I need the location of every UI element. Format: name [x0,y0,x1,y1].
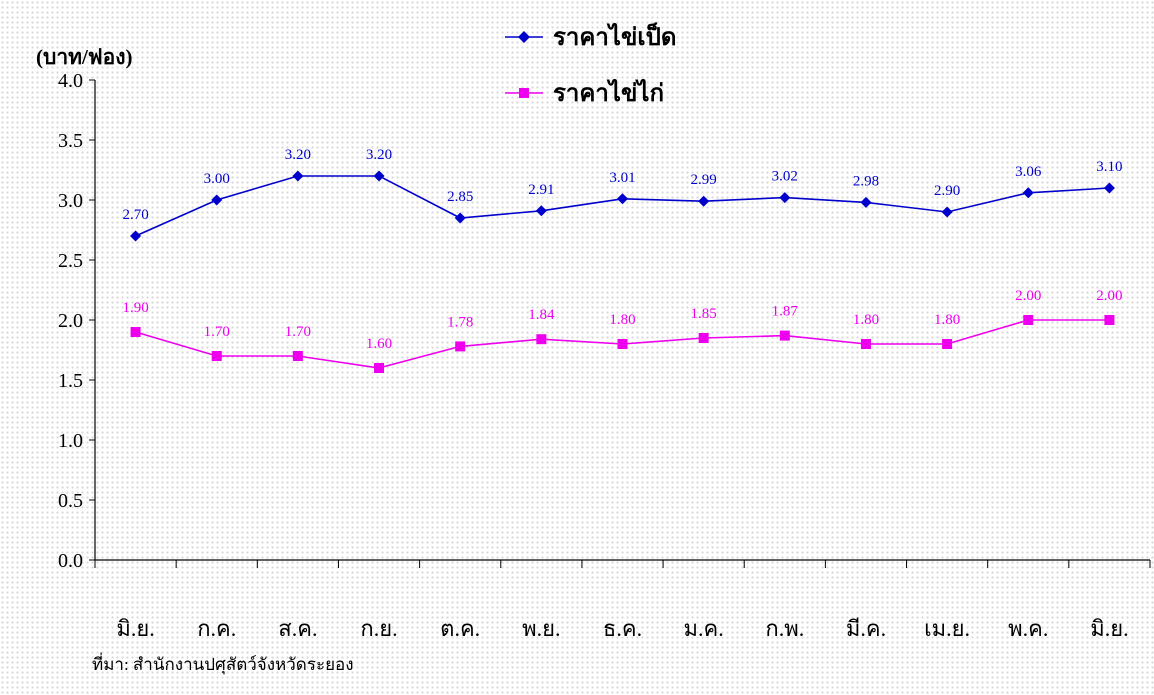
data-label: 3.06 [1015,164,1042,180]
data-point-marker [455,341,466,352]
data-point-marker [373,170,385,182]
data-point-marker [211,351,222,361]
data-point-marker [292,170,304,182]
y-tick-label: 2.5 [58,250,83,272]
legend-label: ราคาไข่เป็ด [553,22,676,51]
data-point-marker [211,194,223,206]
data-label: 2.90 [934,183,960,199]
data-label: 1.78 [447,314,473,330]
x-tick-label: ต.ค. [440,616,480,641]
data-point-marker [860,339,871,349]
data-label: 2.98 [853,173,879,189]
data-point-marker [130,327,141,337]
x-tick-label: ก.ย. [360,616,397,641]
y-tick-label: 1.0 [58,430,83,452]
x-tick-label: ม.ค. [684,616,724,641]
data-label: 1.80 [853,312,879,328]
source-note: ที่มา: สำนักงานปศุสัตว์จังหวัดระยอง [92,652,354,675]
data-label: 2.99 [691,172,717,188]
data-label: 3.20 [366,147,392,163]
data-point-marker [779,192,791,204]
data-point-marker [1103,182,1115,194]
data-point-marker [941,206,953,218]
data-point-marker [617,339,628,349]
data-point-marker [617,193,628,205]
data-point-marker [1104,315,1115,325]
x-tick-label: มิ.ย. [116,616,154,641]
y-tick-label: 4.0 [58,70,83,92]
data-label: 3.00 [204,171,230,187]
data-point-marker [1023,315,1034,325]
data-point-marker [130,230,142,242]
data-point-marker [942,339,953,349]
data-label: 2.70 [122,207,148,223]
data-label: 2.91 [528,182,554,198]
data-point-marker [536,334,547,345]
x-tick-label: ธ.ค. [603,616,642,641]
data-label: 1.70 [285,324,311,340]
data-label: 3.20 [285,147,311,163]
data-label: 1.84 [528,307,555,323]
data-label: 1.70 [204,324,230,340]
x-tick-label: มี.ค. [846,616,886,641]
data-point-marker [535,205,547,217]
legend-marker [518,31,530,43]
y-tick-label: 3.5 [58,130,83,152]
data-label: 2.85 [447,189,473,205]
data-label: 3.01 [609,170,635,186]
x-tick-label: ส.ค. [278,616,317,641]
data-point-marker [1022,187,1034,199]
data-label: 1.87 [772,304,799,320]
x-tick-label: ก.พ. [765,616,804,641]
x-tick-label: พ.ค. [1008,616,1048,641]
data-point-marker [698,333,709,343]
y-axis-title: (บาท/ฟอง) [36,45,133,69]
data-label: 1.80 [934,312,960,328]
data-label: 1.85 [691,306,717,322]
legend-label: ราคาไข่ไก่ [553,78,664,107]
x-tick-label: ก.ค. [197,616,236,641]
y-tick-label: 3.0 [58,190,83,212]
y-tick-label: 2.0 [58,310,83,332]
data-point-marker [292,351,303,361]
y-tick-label: 0.0 [58,550,83,572]
data-point-marker [779,330,790,341]
data-label: 2.00 [1096,288,1122,304]
data-point-marker [454,212,466,224]
y-tick-label: 0.5 [58,490,83,512]
data-point-marker [860,196,872,208]
x-tick-label: เม.ย. [924,616,970,641]
legend-marker [519,88,529,98]
data-point-marker [698,195,710,207]
x-tick-label: มิ.ย. [1090,616,1128,641]
data-label: 1.80 [609,312,635,328]
data-label: 3.10 [1096,159,1122,175]
data-point-marker [374,363,385,373]
data-label: 1.90 [122,300,148,316]
data-label: 1.60 [366,336,392,352]
data-label: 2.00 [1015,288,1041,304]
y-tick-label: 1.5 [58,370,83,392]
data-label: 3.02 [772,169,798,185]
x-tick-label: พ.ย. [522,616,560,641]
